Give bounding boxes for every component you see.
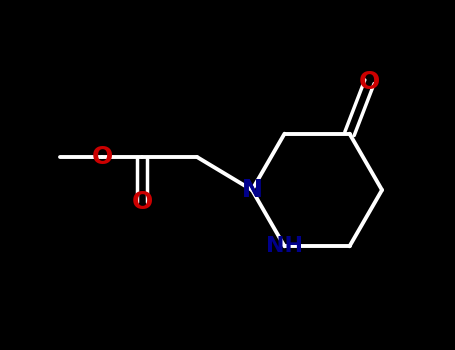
Text: N: N — [242, 178, 263, 202]
Text: O: O — [131, 190, 152, 214]
Text: O: O — [91, 145, 113, 169]
Text: NH: NH — [266, 236, 303, 256]
Text: O: O — [359, 70, 380, 94]
Text: N: N — [242, 178, 263, 202]
